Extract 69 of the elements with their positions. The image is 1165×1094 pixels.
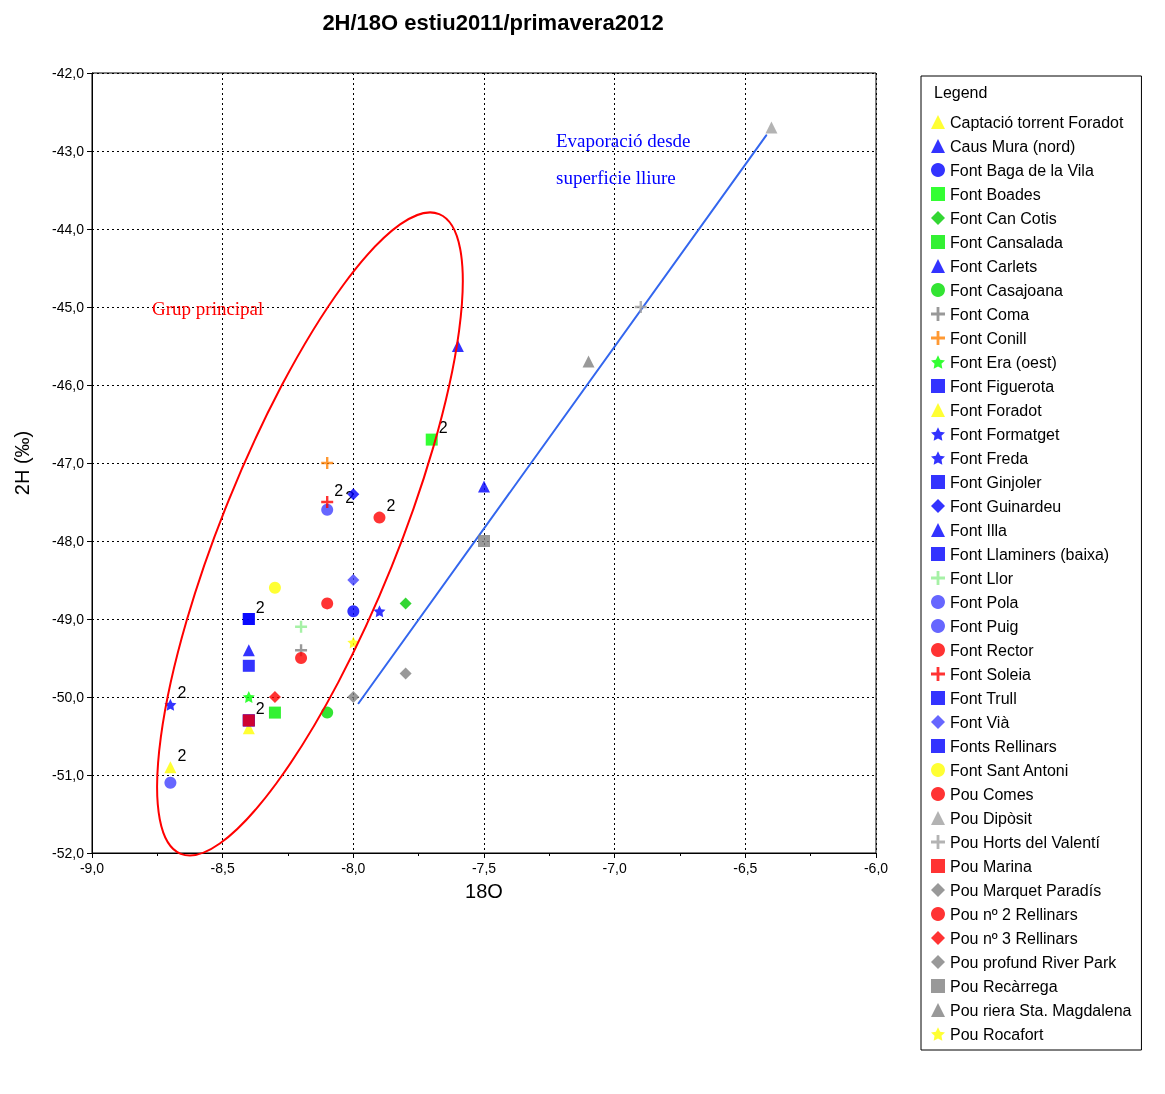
annotation: 2 (255, 699, 265, 717)
chart-title: 2H/18O estiu2011/primavera2012 (322, 9, 664, 35)
x-tick-label: -8,5 (210, 860, 235, 876)
legend-label: Pou Comes (950, 785, 1034, 803)
legend-label: Pou nº 2 Rellinars (950, 905, 1078, 923)
legend-label: Font Figuerota (950, 377, 1055, 395)
legend-label: Font Conill (950, 329, 1027, 347)
legend-label: Font Ginjoler (950, 473, 1043, 491)
x-axis-title: 18O (465, 880, 503, 902)
legend-label: Font Can Cotis (950, 209, 1057, 227)
y-tick-label: -51,0 (52, 767, 85, 783)
legend-label: Font Sant Antoni (950, 761, 1069, 779)
legend-label: Font Rector (950, 641, 1035, 659)
legend-label: Font Guinardeu (950, 497, 1062, 515)
legend-label: Font Casajoana (950, 281, 1064, 299)
annotation: Grup principal (152, 298, 264, 319)
legend-label: Font Formatget (950, 425, 1060, 443)
y-tick-label: -42,0 (52, 65, 85, 81)
annotation: 2 (255, 598, 265, 616)
x-tick-label: -7,0 (602, 860, 627, 876)
legend-label: Font Cansalada (950, 233, 1064, 251)
y-tick-label: -43,0 (52, 143, 85, 159)
legend-label: Caus Mura (nord) (950, 137, 1076, 155)
y-axis-title: 2H (‰) (11, 430, 33, 496)
y-tick-label: -52,0 (52, 845, 85, 861)
legend-title: Legend (934, 83, 988, 101)
annotation: 2 (177, 746, 187, 764)
legend-label: Pou Marquet Paradís (950, 881, 1102, 899)
legend-label: Pou profund River Park (950, 953, 1118, 971)
legend-label: Font Puig (950, 617, 1019, 635)
legend-label: Pou Horts del Valentí (950, 833, 1101, 851)
legend-label: Pou nº 3 Rellinars (950, 929, 1078, 947)
annotation: 2 (438, 419, 448, 437)
y-tick-label: -49,0 (52, 611, 85, 627)
legend-label: Font Carlets (950, 257, 1038, 275)
annotation: Evaporació desde superficie lliure (556, 130, 696, 188)
legend-label: Font Llaminers (baixa) (950, 545, 1110, 563)
legend-label: Fonts Rellinars (950, 737, 1057, 755)
legend-label: Pou Marina (950, 857, 1032, 875)
x-tick-label: -6,5 (733, 860, 758, 876)
y-tick-label: -50,0 (52, 689, 85, 705)
legend-label: Font Boades (950, 185, 1041, 203)
x-tick-label: -6,0 (863, 860, 889, 876)
legend-label: Font Freda (950, 449, 1029, 467)
legend-label: Font Vià (950, 713, 1010, 731)
legend-label: Pou Dipòsit (950, 809, 1033, 827)
y-tick-label: -47,0 (52, 455, 85, 471)
legend-label: Font Trull (950, 689, 1017, 707)
annotation: 2 (334, 481, 344, 499)
legend-label: Captació torrent Foradot (950, 113, 1124, 131)
annotation: 2 (386, 497, 396, 515)
y-tick-label: -48,0 (52, 533, 85, 549)
y-tick-label: -44,0 (52, 221, 85, 237)
legend-label: Font Soleia (950, 665, 1032, 683)
legend-label: Font Era (oest) (950, 353, 1057, 371)
x-tick-label: -8,0 (341, 860, 366, 876)
legend-label: Font Baga de la Vila (950, 161, 1094, 179)
legend-label: Font Pola (950, 593, 1019, 611)
legend-label: Font Llor (950, 569, 1014, 587)
y-tick-label: -45,0 (52, 299, 85, 315)
legend-label: Pou Recàrrega (950, 977, 1058, 995)
x-tick-label: -9,0 (79, 860, 105, 876)
legend-label: Font Foradot (950, 401, 1043, 419)
legend-label: Pou Rocafort (950, 1025, 1044, 1043)
legend-label: Font Coma (950, 305, 1030, 323)
legend-label: Pou riera Sta. Magdalena (950, 1001, 1132, 1019)
y-tick-label: -46,0 (52, 377, 85, 393)
legend-label: Font Illa (950, 521, 1008, 539)
x-tick-label: -7,5 (471, 860, 497, 876)
